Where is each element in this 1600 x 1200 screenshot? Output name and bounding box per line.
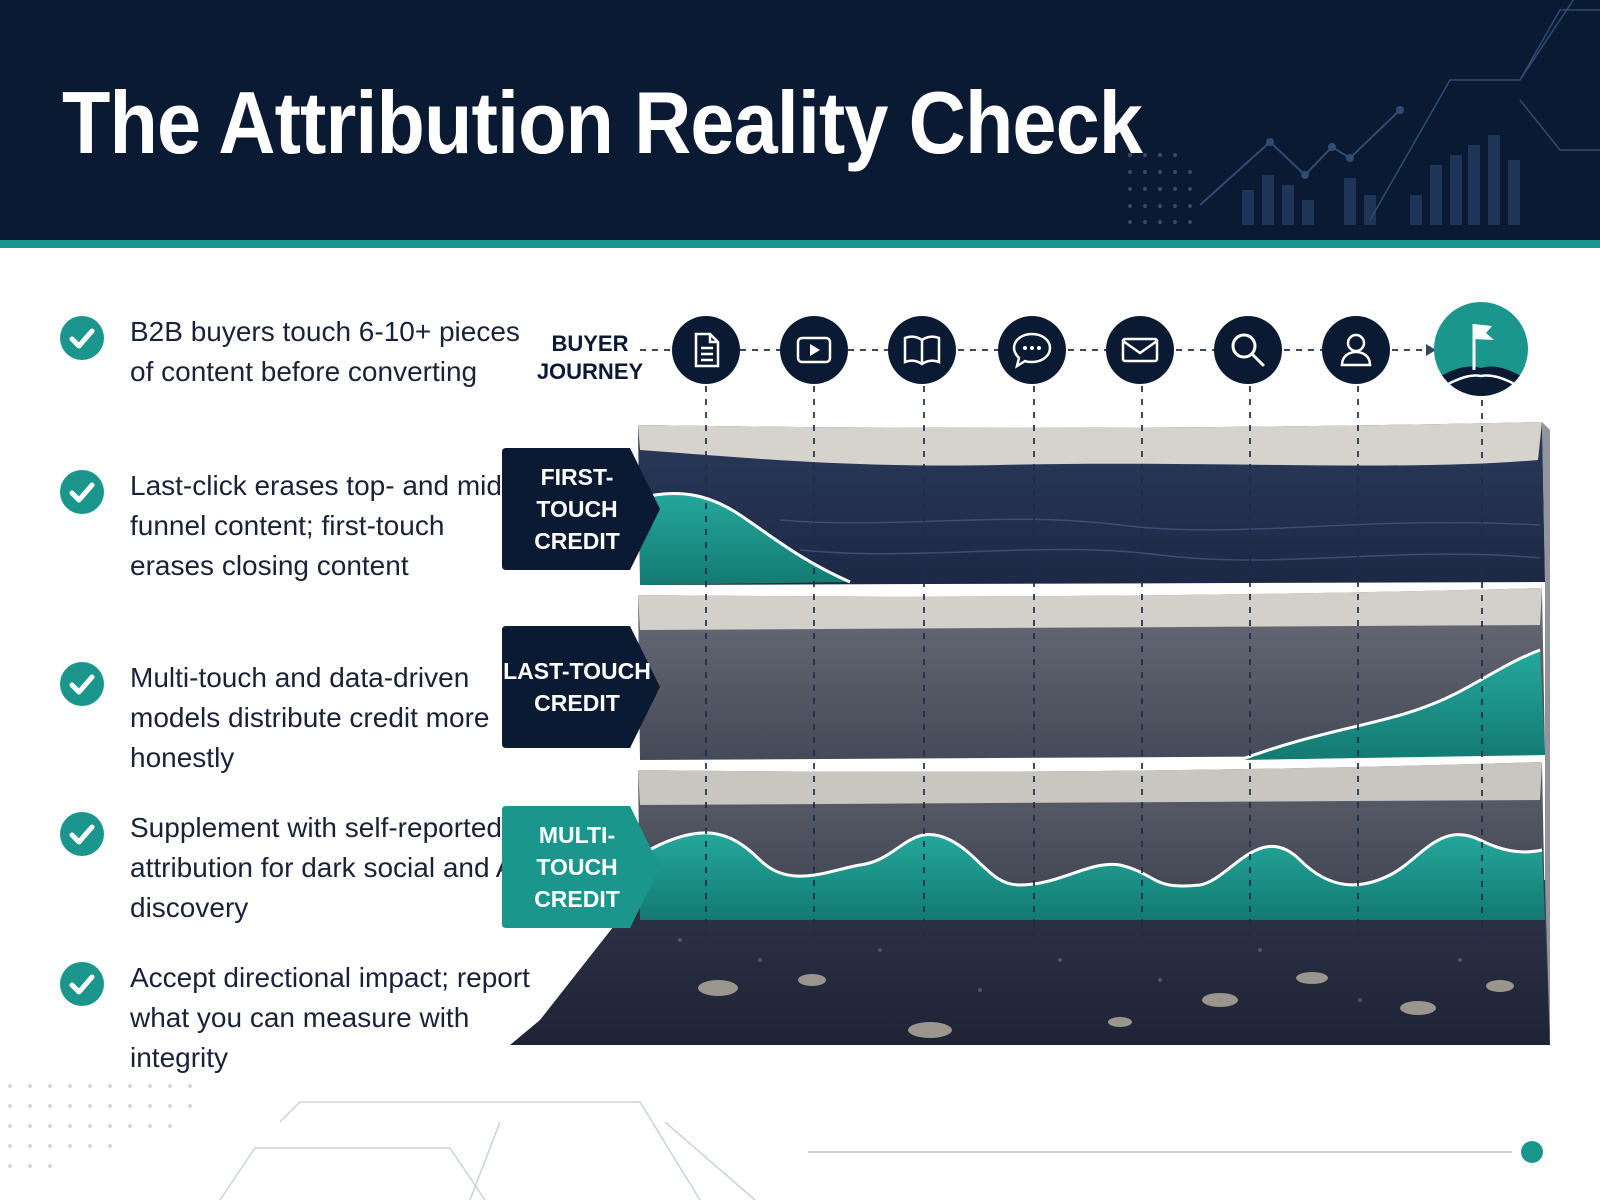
strata-illustration bbox=[510, 344, 1550, 1045]
header-banner: The Attribution Reality Check bbox=[0, 0, 1600, 240]
header-accent-rule bbox=[0, 240, 1600, 248]
credit-tag-line1: LAST-TOUCH bbox=[503, 658, 651, 684]
growth-chart-decoration bbox=[1128, 0, 1600, 225]
buyer-journey-label: BUYER JOURNEY bbox=[520, 330, 660, 386]
credit-tag-line1: FIRST-TOUCH bbox=[536, 464, 618, 522]
buyer-journey-label-line2: JOURNEY bbox=[536, 359, 644, 384]
attribution-strata-diagram bbox=[500, 300, 1600, 1080]
check-icon bbox=[60, 662, 104, 706]
document-icon bbox=[672, 316, 740, 384]
credit-tag-line2: CREDIT bbox=[534, 886, 620, 912]
chat-bubble-icon bbox=[998, 316, 1066, 384]
search-icon bbox=[1214, 316, 1282, 384]
book-icon bbox=[888, 316, 956, 384]
credit-tag-line2: CREDIT bbox=[534, 690, 620, 716]
list-item-text: Accept directional impact; report what y… bbox=[130, 962, 530, 1073]
first-touch-credit-tag: FIRST-TOUCH CREDIT bbox=[502, 448, 662, 570]
footer-decoration bbox=[8, 1084, 1543, 1200]
check-icon bbox=[60, 316, 104, 360]
flag-icon bbox=[1434, 302, 1528, 396]
credit-tag-line1: MULTI-TOUCH bbox=[536, 822, 618, 880]
check-icon bbox=[60, 962, 104, 1006]
user-icon bbox=[1322, 316, 1390, 384]
video-play-icon bbox=[780, 316, 848, 384]
check-icon bbox=[60, 470, 104, 514]
list-item-text: Last-click erases top- and mid-funnel co… bbox=[130, 470, 512, 581]
credit-tag-line2: CREDIT bbox=[534, 528, 620, 554]
buyer-journey-label-line1: BUYER bbox=[551, 331, 629, 356]
list-item-text: Multi-touch and data-driven models distr… bbox=[130, 662, 490, 773]
page-title: The Attribution Reality Check bbox=[62, 73, 1143, 172]
list-item-text: B2B buyers touch 6-10+ pieces of content… bbox=[130, 316, 520, 387]
list-item-text: Supplement with self-reported attributio… bbox=[130, 812, 523, 923]
multi-touch-credit-tag: MULTI-TOUCH CREDIT bbox=[502, 806, 662, 928]
last-touch-credit-tag: LAST-TOUCH CREDIT bbox=[502, 626, 662, 748]
envelope-icon bbox=[1106, 316, 1174, 384]
check-icon bbox=[60, 812, 104, 856]
